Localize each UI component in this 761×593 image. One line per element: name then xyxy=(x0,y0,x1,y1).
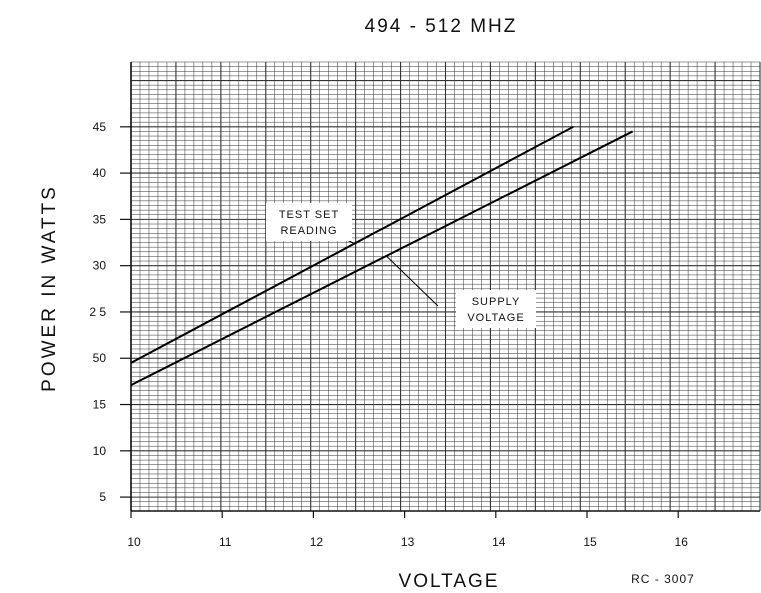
annotation-box-test-set xyxy=(266,203,352,241)
x-tick-label: 11 xyxy=(219,535,232,549)
chart-grid xyxy=(130,61,761,512)
chart-annotations: TEST SET READING SUPPLY VOLTAGE xyxy=(266,203,536,328)
annotation-label-test-set: READING xyxy=(280,225,337,237)
annotation-leader-supply xyxy=(386,255,439,307)
x-tick-labels: 10 11 12 13 14 15 16 xyxy=(127,535,688,549)
series-line-test-set-reading xyxy=(130,125,574,364)
annotation-label-supply: SUPPLY xyxy=(472,296,521,308)
y-tick-label: 2 5 xyxy=(89,305,106,319)
y-tick-label: 40 xyxy=(93,166,107,180)
y-axis-label: POWER IN WATTS xyxy=(39,184,60,392)
x-tick-label: 10 xyxy=(127,535,141,549)
y-tick-label: 45 xyxy=(93,120,107,134)
chart-title: 494 - 512 MHZ xyxy=(365,16,518,37)
y-tick-labels: 5 10 15 50 2 5 30 35 40 45 xyxy=(89,120,106,504)
x-tick-label: 16 xyxy=(675,535,689,549)
annotation-box-supply xyxy=(456,290,536,328)
chart-series xyxy=(130,125,634,386)
y-tick-label: 10 xyxy=(93,444,107,458)
x-tick-label: 12 xyxy=(310,535,324,549)
x-tick-label: 14 xyxy=(492,535,506,549)
chart-axes xyxy=(120,62,760,518)
reference-code: RC - 3007 xyxy=(631,572,695,586)
annotation-label-supply: VOLTAGE xyxy=(467,312,524,324)
annotation-label-test-set: TEST SET xyxy=(279,209,339,221)
y-tick-label: 50 xyxy=(93,351,107,365)
y-tick-label: 35 xyxy=(93,212,107,226)
series-line-supply-voltage xyxy=(130,130,634,386)
y-tick-label: 15 xyxy=(93,398,107,412)
x-tick-label: 13 xyxy=(401,535,415,549)
x-axis-label: VOLTAGE xyxy=(399,571,500,592)
y-tick-label: 30 xyxy=(93,259,107,273)
y-tick-label: 5 xyxy=(99,490,106,504)
x-tick-label: 15 xyxy=(583,535,597,549)
